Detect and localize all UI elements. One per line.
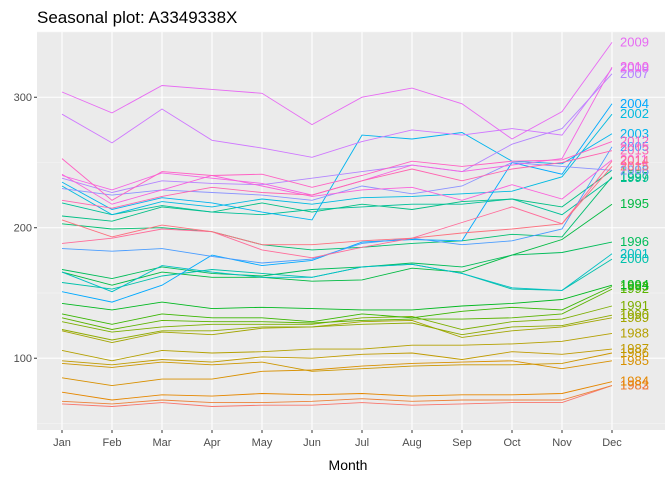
plot-panel (37, 32, 665, 430)
x-tick-label: Aug (402, 437, 422, 449)
series-lines (61, 42, 613, 407)
year-label-2004: 2004 (620, 96, 649, 111)
year-label-2005: 2005 (620, 139, 649, 154)
year-label-2001: 2001 (620, 246, 649, 261)
year-label-1989: 1989 (620, 310, 649, 325)
series-line-1984 (61, 381, 613, 401)
x-tick-label: Oct (503, 437, 520, 449)
year-label-2008: 2008 (620, 61, 649, 76)
year-label-1984: 1984 (620, 374, 649, 389)
series-line-2015 (61, 166, 613, 246)
x-tick-label: May (252, 437, 273, 449)
series-line-2014 (61, 160, 613, 259)
year-label-1995: 1995 (620, 196, 649, 211)
series-line-2005 (61, 146, 613, 264)
year-label-2014: 2014 (620, 153, 649, 168)
chart-title: Seasonal plot: A3349338X (37, 8, 237, 27)
series-line-2007 (61, 73, 613, 193)
year-label-1990: 1990 (620, 307, 649, 322)
y-axis: 100 200 300 (14, 92, 37, 365)
series-line-1983 (61, 385, 613, 405)
series-line-1994 (61, 284, 613, 311)
year-label-2003: 2003 (620, 126, 649, 141)
x-tick-label: Feb (103, 437, 122, 449)
series-line-1995 (61, 203, 613, 286)
series-line-1996 (61, 241, 613, 280)
series-line-1999 (61, 177, 613, 216)
year-label-1997: 1997 (620, 169, 649, 184)
x-tick-label: Jun (303, 437, 321, 449)
x-tick-label: Mar (153, 437, 172, 449)
x-tick-label: Jan (53, 437, 71, 449)
year-label-1987: 1987 (620, 341, 649, 356)
series-line-1990 (61, 314, 613, 341)
grid-lines (37, 31, 665, 430)
year-label-2015: 2015 (620, 158, 649, 173)
year-label-2006: 2006 (620, 162, 649, 177)
year-label-1994: 1994 (620, 277, 649, 292)
x-tick-label: Sep (452, 437, 472, 449)
year-label-2007: 2007 (620, 66, 649, 81)
year-label-2000: 2000 (620, 251, 649, 266)
series-line-1988 (61, 332, 613, 362)
year-label-1991: 1991 (620, 298, 649, 313)
x-tick-label: Apr (203, 437, 220, 449)
x-axis-title: Month (329, 457, 368, 473)
x-axis: Jan Feb Mar Apr May Jun Jul Aug Sep Oct Nov Dec (53, 430, 622, 449)
year-label-2010: 2010 (620, 59, 649, 74)
y-tick-label: 200 (14, 223, 32, 235)
year-label-2002: 2002 (620, 106, 649, 121)
series-line-1991 (61, 305, 613, 333)
year-label-1988: 1988 (620, 325, 649, 340)
year-label-2009: 2009 (620, 34, 649, 49)
year-label-1999: 1999 (620, 170, 649, 185)
series-line-2001 (61, 253, 613, 293)
year-label-1982: 1982 (620, 378, 649, 393)
series-line-1985 (61, 360, 613, 387)
series-line-1997 (61, 176, 613, 251)
series-line-2008 (61, 68, 613, 158)
x-tick-label: Nov (552, 437, 572, 449)
x-tick-label: Jul (355, 437, 369, 449)
series-line-1989 (61, 317, 613, 344)
year-label-2012: 2012 (620, 134, 649, 149)
series-line-2009 (61, 42, 613, 140)
y-tick-label: 100 (14, 353, 32, 365)
series-line-2011 (61, 159, 613, 205)
y-tick-label: 300 (14, 92, 32, 104)
series-line-1987 (61, 348, 613, 366)
series-line-2012 (61, 141, 613, 201)
year-label-2013: 2013 (620, 143, 649, 158)
year-label-1986: 1986 (620, 345, 649, 360)
x-tick-label: Dec (602, 437, 622, 449)
series-line-2002 (61, 113, 613, 216)
year-label-1996: 1996 (620, 234, 649, 249)
series-line-1992 (61, 288, 613, 330)
series-line-1986 (61, 352, 613, 372)
year-label-1998: 1998 (620, 162, 649, 177)
series-line-1993 (61, 286, 613, 325)
series-line-2003 (61, 132, 613, 221)
series-line-1982 (61, 385, 613, 407)
series-line-2013 (61, 150, 613, 209)
year-label-1992: 1992 (620, 281, 649, 296)
year-label-2011: 2011 (620, 152, 648, 167)
year-label-1993: 1993 (620, 278, 649, 293)
year-label-1983: 1983 (620, 378, 649, 393)
year-label-1985: 1985 (620, 353, 649, 368)
